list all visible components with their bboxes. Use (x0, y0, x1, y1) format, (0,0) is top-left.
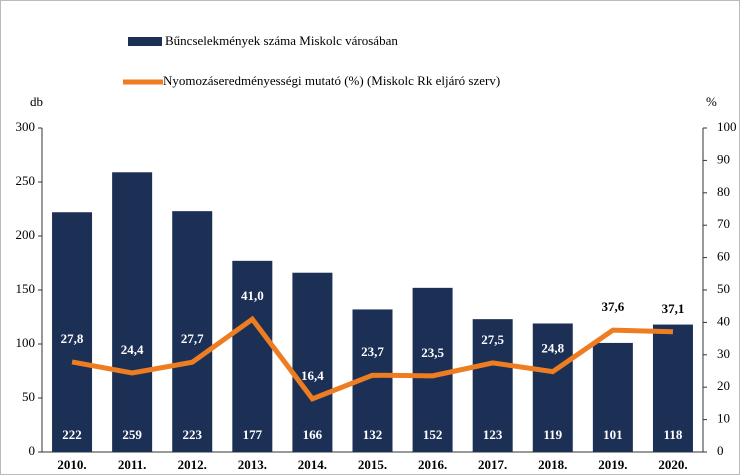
bar-value-label: 177 (243, 427, 263, 442)
y-axis-title: db (30, 94, 43, 109)
y2-tick-label: 10 (717, 411, 730, 426)
line-value-label: 16,4 (301, 368, 324, 383)
bar (292, 273, 332, 452)
y-tick-label: 0 (29, 443, 36, 458)
y2-tick-label: 20 (717, 378, 730, 393)
x-tick-label: 2020. (658, 457, 687, 472)
y-tick-label: 150 (16, 281, 36, 296)
x-tick-label: 2019. (598, 457, 627, 472)
bar-value-label: 222 (62, 427, 82, 442)
bar-value-label: 119 (543, 427, 562, 442)
line-value-label: 23,5 (421, 345, 444, 360)
y2-tick-label: 40 (717, 313, 730, 328)
y2-tick-label: 0 (717, 443, 724, 458)
legend-label: Bűncselekmények száma Miskolc városában (165, 33, 398, 48)
x-tick-label: 2013. (238, 457, 267, 472)
line-value-label: 27,7 (181, 331, 204, 346)
y-tick-label: 50 (22, 389, 35, 404)
y2-tick-label: 100 (717, 119, 737, 134)
chart: db % 0 50 100 150 200 250 300 0 10 20 30 40 50 60 70 80… (0, 0, 740, 475)
x-tick-label: 2018. (538, 457, 567, 472)
line-value-label: 23,7 (361, 344, 384, 359)
y-tick-label: 200 (16, 227, 36, 242)
bar (112, 172, 152, 452)
line-value-label: 24,4 (121, 342, 144, 357)
line-value-label: 41,0 (241, 288, 264, 303)
bar-value-label: 152 (423, 427, 443, 442)
bar-value-label: 123 (483, 427, 503, 442)
bar-value-label: 118 (664, 427, 683, 442)
y-tick-label: 250 (16, 173, 36, 188)
x-tick-label: 2017. (478, 457, 507, 472)
x-tick-label: 2011. (118, 457, 147, 472)
y2-tick-label: 80 (717, 184, 730, 199)
bar-value-label: 166 (303, 427, 323, 442)
bar-value-label: 101 (603, 427, 623, 442)
y2-tick-label: 30 (717, 346, 730, 361)
bar-value-label: 132 (363, 427, 383, 442)
x-tick-label: 2015. (358, 457, 387, 472)
x-tick-label: 2016. (418, 457, 447, 472)
line-value-label: 27,8 (61, 331, 84, 346)
line-value-label: 37,6 (601, 299, 624, 314)
x-tick-label: 2010. (57, 457, 86, 472)
line-value-label: 37,1 (662, 301, 685, 316)
legend-label: Nyomozáseredményességi mutató (%) (Misko… (163, 73, 500, 88)
x-tick-label: 2014. (298, 457, 327, 472)
y-tick-label: 100 (16, 335, 36, 350)
legend-swatch (128, 37, 162, 46)
y2-tick-label: 60 (717, 249, 730, 264)
bar-value-label: 259 (122, 427, 142, 442)
line-value-label: 27,5 (481, 332, 504, 347)
x-tick-label: 2012. (178, 457, 207, 472)
line-value-label: 24,8 (541, 341, 564, 356)
y2-tick-label: 50 (717, 281, 730, 296)
y2-axis-title: % (706, 94, 717, 109)
y2-tick-label: 70 (717, 216, 730, 231)
bar-value-label: 223 (182, 427, 202, 442)
y2-tick-label: 90 (717, 151, 730, 166)
y-tick-label: 300 (16, 119, 36, 134)
